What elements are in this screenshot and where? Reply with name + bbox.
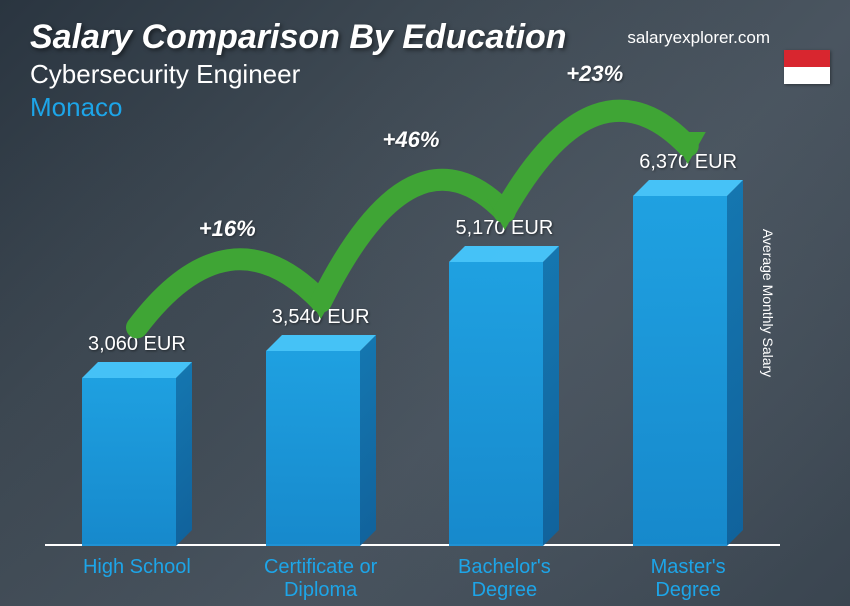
bar-value-label: 6,370 EUR	[639, 151, 737, 174]
bar-top	[633, 180, 743, 196]
bar	[633, 196, 743, 546]
bar-side	[543, 246, 559, 546]
bar-group: 5,170 EUR	[434, 262, 574, 546]
increase-pct-label: +23%	[566, 61, 623, 87]
bar-front	[449, 262, 543, 546]
bar-value-label: 3,060 EUR	[88, 333, 186, 356]
increase-pct-label: +16%	[199, 216, 256, 242]
bar	[266, 351, 376, 546]
bar-top	[82, 362, 192, 378]
category-label: Certificate or Diploma	[231, 556, 411, 602]
bar-front	[266, 351, 360, 546]
bar-side	[176, 362, 192, 546]
bar-front	[633, 196, 727, 546]
category-labels: High SchoolCertificate or DiplomaBachelo…	[45, 550, 780, 606]
bar	[449, 262, 559, 546]
bar-side	[727, 180, 743, 546]
category-label: High School	[47, 556, 227, 579]
bar	[82, 378, 192, 546]
bar-top	[449, 246, 559, 262]
bar-side	[360, 335, 376, 546]
category-label: Master's Degree	[598, 556, 778, 602]
bar-top	[266, 335, 376, 351]
flag-icon	[784, 50, 830, 84]
bar-value-label: 3,540 EUR	[272, 306, 370, 329]
chart-location: Monaco	[30, 92, 820, 123]
flag-bottom	[784, 67, 830, 84]
flag-top	[784, 50, 830, 67]
bar-value-label: 5,170 EUR	[455, 217, 553, 240]
category-label: Bachelor's Degree	[414, 556, 594, 602]
chart-subtitle: Cybersecurity Engineer	[30, 59, 820, 90]
bar-group: 6,370 EUR	[618, 196, 758, 546]
bar-chart: 3,060 EUR 3,540 EUR 5,170 EUR 6,370 EUR +16%…	[45, 136, 780, 546]
bar-front	[82, 378, 176, 546]
watermark-text: salaryexplorer.com	[627, 28, 770, 48]
bar-group: 3,540 EUR	[251, 351, 391, 546]
increase-pct-label: +46%	[383, 127, 440, 153]
bar-group: 3,060 EUR	[67, 378, 207, 546]
